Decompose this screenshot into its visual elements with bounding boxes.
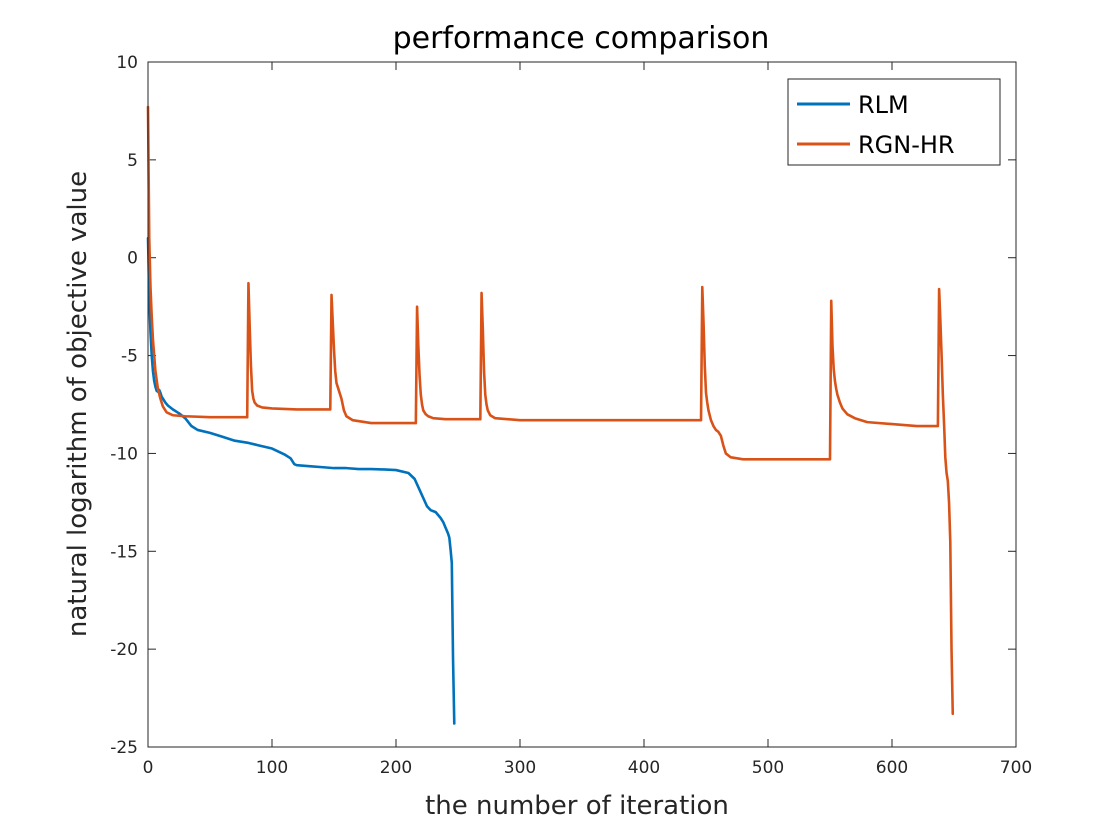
legend-label-rgn-hr: RGN-HR: [858, 131, 955, 159]
x-tick-label: 0: [143, 758, 154, 778]
legend-label-rlm: RLM: [858, 91, 909, 119]
x-axis-label: the number of iteration: [425, 791, 729, 821]
y-tick-label: 10: [116, 53, 138, 73]
x-tick-label: 500: [752, 758, 784, 778]
legend-box: [787, 78, 1001, 166]
y-tick-label: -15: [110, 542, 138, 562]
series-layer: [146, 105, 955, 725]
y-tick-label: -20: [110, 640, 138, 660]
x-tick-label: 600: [876, 758, 908, 778]
y-tick-label: 5: [127, 151, 138, 171]
y-tick-label: -5: [121, 347, 138, 367]
x-tick-label: 400: [628, 758, 660, 778]
x-tick-label: 200: [380, 758, 412, 778]
y-tick-label: -10: [110, 444, 138, 464]
legend: RLM RGN-HR: [787, 78, 1001, 166]
plot-frame: [147, 61, 1017, 748]
y-tick-label: -25: [110, 738, 138, 758]
x-tick-label: 100: [256, 758, 288, 778]
series-line-rgn-hr: [146, 105, 955, 716]
x-tick-label: 700: [1000, 758, 1032, 778]
y-tick-label: 0: [127, 249, 138, 269]
x-tick-label: 300: [504, 758, 536, 778]
y-axis-label: natural logarithm of objective value: [63, 171, 93, 637]
chart-title: performance comparison: [393, 21, 770, 56]
y-axis-ticks: -25 -20 -15 -10 -5 0 5 10: [110, 53, 1016, 758]
x-axis-ticks: 0 100 200 300 400 500 600 700: [143, 62, 1032, 778]
